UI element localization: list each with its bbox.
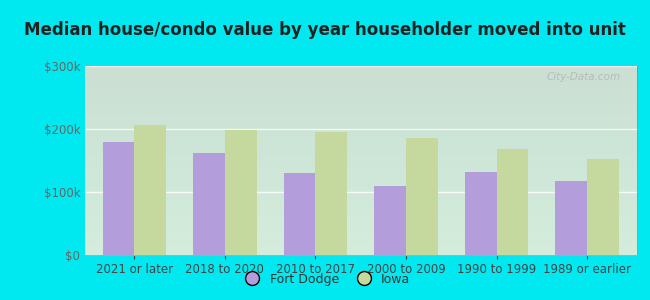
Bar (465, 172, 497, 255)
Bar (103, 142, 135, 255)
Bar (193, 153, 225, 255)
Legend: Fort Dodge, Iowa: Fort Dodge, Iowa (235, 268, 415, 291)
Bar (556, 181, 587, 255)
Bar (497, 149, 528, 255)
Bar (225, 130, 257, 255)
Bar (135, 124, 166, 255)
Text: City-Data.com: City-Data.com (546, 72, 620, 82)
Bar (406, 138, 437, 255)
Bar (374, 186, 406, 255)
Bar (284, 173, 315, 255)
Text: Median house/condo value by year householder moved into unit: Median house/condo value by year househo… (24, 21, 626, 39)
Bar (587, 159, 619, 255)
Bar (315, 131, 347, 255)
